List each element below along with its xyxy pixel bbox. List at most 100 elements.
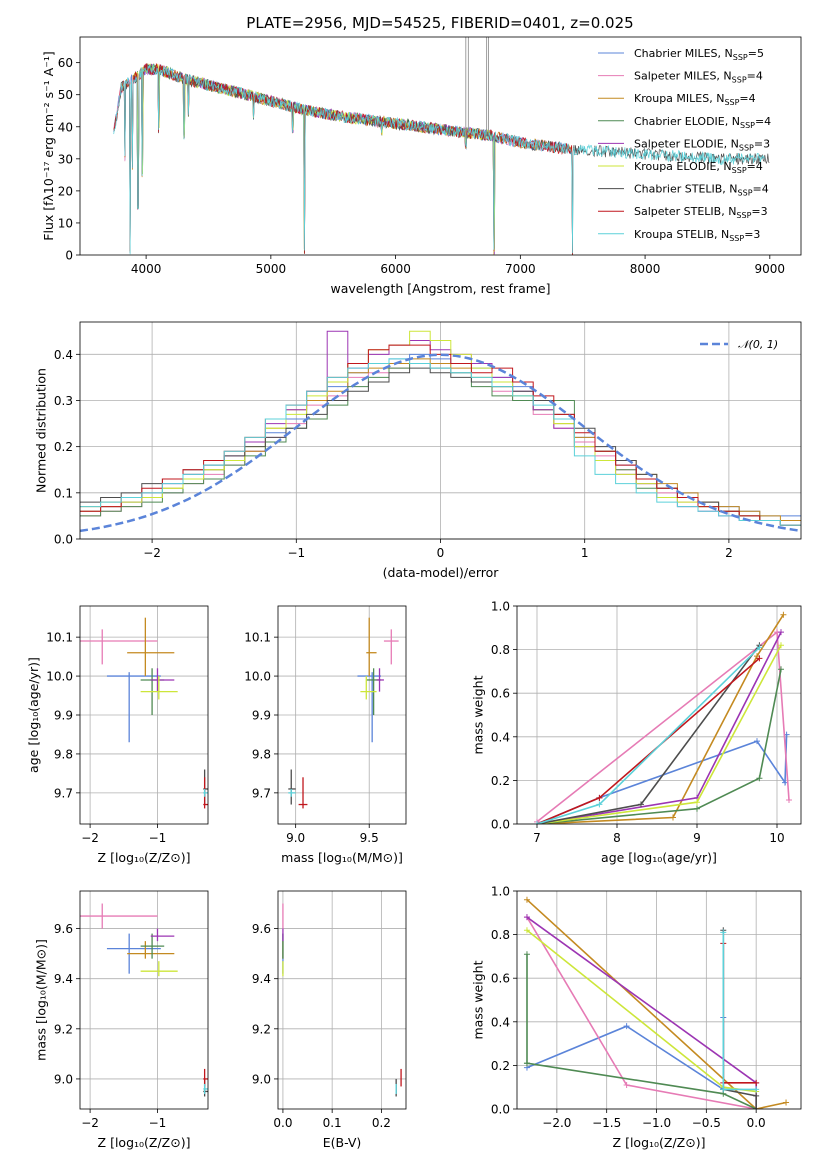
y-tick-label: 1.0 — [491, 600, 510, 614]
legend-text: Salpeter STELIB, N — [634, 205, 736, 218]
weight-marker — [786, 797, 792, 804]
y-tick-label: 1.0 — [491, 885, 510, 899]
y-tick-label: 0.4 — [491, 730, 510, 744]
y-axis-label: age [log₁₀(age/yr)] — [26, 657, 41, 773]
legend-text: =4 — [747, 160, 763, 173]
y-tick-label: 10.1 — [244, 631, 271, 645]
legend-text: =4 — [747, 70, 763, 83]
errorbar-point — [203, 1083, 208, 1094]
x-axis-label: Z [log₁₀(Z/Z⊙)] — [98, 1135, 191, 1150]
errorbar-point — [150, 928, 175, 942]
axes-frame — [277, 890, 407, 1110]
x-tick-label: −1.0 — [642, 1116, 671, 1130]
errorbar-point — [80, 903, 158, 929]
y-tick-label: 0.6 — [491, 972, 510, 986]
spectrum-line-salpeter-miles — [113, 63, 573, 255]
plot-area — [288, 617, 399, 809]
x-tick-label: 4000 — [131, 262, 162, 276]
panel-spectrum: 4000 5000 6000 7000 8000 9000 0 10 20 30 40 50 60 wav… — [41, 36, 802, 296]
y-tick-label: 0.3 — [54, 394, 73, 408]
y-tick-label: 0.0 — [54, 533, 73, 547]
y-tick-label: 0.2 — [491, 774, 510, 788]
errorbar-point — [80, 629, 158, 665]
errorbar-point — [140, 961, 178, 977]
x-tick-label: 7000 — [505, 262, 536, 276]
errorbar-point — [376, 668, 384, 692]
errorbar-point — [127, 941, 175, 959]
plot-area — [282, 903, 402, 1097]
x-axis-label: E(B-V) — [323, 1135, 362, 1150]
weight-marker — [756, 644, 763, 651]
x-tick-label: −1 — [149, 831, 167, 845]
legend-entry: 𝒩(0, 1) — [738, 338, 778, 351]
gridlines — [278, 891, 406, 1109]
x-tick-label: −1 — [149, 1116, 167, 1130]
weight-marker — [623, 1023, 630, 1030]
y-tick-label: 9.4 — [252, 972, 271, 986]
legend-subscript: SSP — [724, 98, 739, 107]
weight-marker — [523, 1060, 530, 1067]
panel-mass-weight-vs-Z: −2.0 −1.5 −1.0 −0.5 0.0 0.0 0.2 0.4 0.6 0.8 1.0 Z [… — [471, 885, 802, 1150]
weight-marker — [523, 896, 530, 903]
weight-marker — [778, 642, 784, 649]
weight-marker — [670, 814, 676, 821]
legend-entry: Kroupa ELODIE, NSSP=4 — [634, 160, 763, 175]
weight-marker — [756, 775, 763, 782]
spectrum-line-kroupa-miles — [113, 63, 573, 255]
axes-frame — [79, 36, 802, 256]
errorbar-point — [383, 629, 399, 665]
spectrum-line-kroupa-stelib — [113, 64, 766, 255]
x-tick-label: 9 — [693, 831, 701, 845]
y-tick-label: 9.4 — [54, 972, 73, 986]
x-tick-label: 0.0 — [273, 1116, 292, 1130]
weight-marker — [694, 805, 700, 812]
gridlines — [80, 891, 208, 1109]
y-tick-label: 9.6 — [54, 922, 73, 936]
weight-line-kroupa-stelib — [536, 646, 760, 824]
errorbar-point — [106, 672, 161, 743]
x-axis-label: Z [log₁₀(Z/Z⊙)] — [613, 1135, 706, 1150]
legend-text: =4 — [739, 92, 755, 105]
errorbar-point — [140, 676, 178, 700]
y-tick-label: 0.1 — [54, 486, 73, 500]
legend-text: =4 — [755, 115, 771, 128]
errorbar-point — [288, 788, 296, 797]
x-tick-label: 5000 — [256, 262, 287, 276]
legend-text: Chabrier STELIB, N — [634, 183, 738, 196]
legend: 𝒩(0, 1) — [700, 338, 778, 351]
errorbar-point — [140, 933, 165, 959]
errorbar-point — [150, 668, 175, 692]
legend-subscript: SSP — [733, 53, 748, 62]
y-axis-label: mass weight — [471, 675, 486, 754]
y-tick-label: 60 — [58, 56, 73, 70]
axes-frame — [516, 605, 802, 825]
legend-subscript: SSP — [732, 76, 747, 85]
errorbar-point — [288, 769, 296, 805]
legend-entry: Kroupa STELIB, NSSP=3 — [634, 228, 760, 243]
y-tick-label: 10.0 — [46, 670, 73, 684]
x-axis-label: wavelength [Angstrom, rest frame] — [330, 281, 550, 296]
x-tick-label: 8000 — [630, 262, 661, 276]
legend-subscript: SSP — [729, 234, 744, 243]
weight-line-chabrier-elodie — [536, 669, 782, 824]
weight-line-kroupa-miles — [526, 899, 787, 1109]
y-tick-label: 9.9 — [54, 709, 73, 723]
y-tick-label: 0 — [65, 249, 73, 263]
plot-area — [534, 611, 792, 824]
plot-area — [80, 903, 208, 1097]
panel-age-vs-mass: 9.0 9.5 9.7 9.8 9.9 10.0 10.1 mass [log₁₀(M/M⊙)… — [244, 605, 407, 865]
x-tick-label: −0.5 — [692, 1116, 721, 1130]
weight-marker — [783, 1099, 790, 1106]
weight-line-salpeter-miles — [536, 630, 790, 823]
plot-area — [80, 617, 208, 809]
weight-marker — [523, 927, 530, 934]
legend-text: Salpeter ELODIE, N — [634, 137, 739, 150]
x-tick-label: 9000 — [755, 262, 786, 276]
y-tick-label: 9.2 — [54, 1022, 73, 1036]
y-tick-label: 40 — [58, 120, 73, 134]
y-tick-label: 9.8 — [252, 747, 271, 761]
weight-marker — [623, 1082, 630, 1089]
errorbar-point — [298, 777, 308, 809]
legend-text: Kroupa MILES, N — [634, 92, 724, 105]
